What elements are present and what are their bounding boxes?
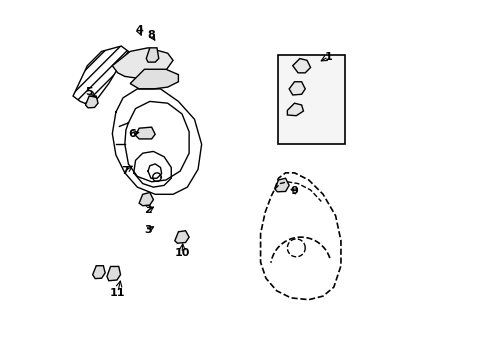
Text: 11: 11 <box>110 288 125 297</box>
Text: 3: 3 <box>144 225 152 235</box>
Polygon shape <box>73 46 128 105</box>
Polygon shape <box>107 266 121 281</box>
Text: 1: 1 <box>324 52 332 62</box>
Polygon shape <box>139 193 153 206</box>
Polygon shape <box>175 231 189 243</box>
Polygon shape <box>287 103 303 116</box>
Text: 6: 6 <box>128 129 136 139</box>
Polygon shape <box>112 48 173 78</box>
Polygon shape <box>288 82 305 95</box>
Text: 8: 8 <box>147 30 155 40</box>
Polygon shape <box>93 266 105 279</box>
Text: 10: 10 <box>174 248 189 258</box>
Text: 5: 5 <box>85 87 93 98</box>
Polygon shape <box>130 69 178 89</box>
Polygon shape <box>292 59 310 73</box>
Bar <box>278 55 344 144</box>
Polygon shape <box>274 178 288 192</box>
Text: 9: 9 <box>290 186 298 196</box>
Polygon shape <box>85 96 98 108</box>
Text: 4: 4 <box>135 25 143 35</box>
Polygon shape <box>135 127 155 139</box>
Polygon shape <box>146 48 159 62</box>
Text: 2: 2 <box>144 205 152 215</box>
Text: 7: 7 <box>121 166 128 176</box>
